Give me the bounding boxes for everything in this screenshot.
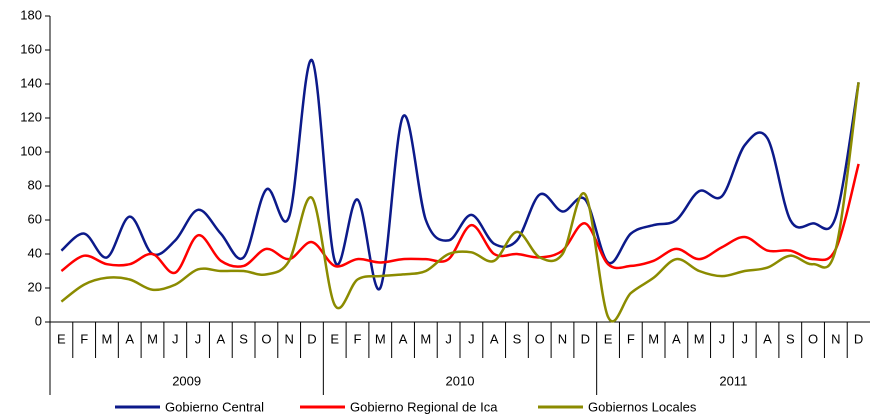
x-tick-label: N: [284, 331, 293, 346]
series-line: [60, 82, 860, 323]
x-tick-label: O: [535, 331, 545, 346]
legend-label: Gobiernos Locales: [588, 399, 697, 414]
x-tick-label: A: [125, 331, 134, 346]
x-tick-label: M: [420, 331, 431, 346]
x-tick-label: O: [261, 331, 271, 346]
x-tick-label: M: [147, 331, 158, 346]
legend-label: Gobierno Regional de Ica: [350, 399, 498, 414]
x-tick-label: M: [102, 331, 113, 346]
x-tick-label: A: [672, 331, 681, 346]
y-tick-label: 180: [20, 7, 42, 22]
x-tick-label: N: [558, 331, 567, 346]
x-tick-label: D: [581, 331, 590, 346]
x-tick-label: F: [354, 331, 362, 346]
y-tick-label: 120: [20, 109, 42, 124]
series-line: [60, 58, 860, 291]
year-label: 2009: [172, 373, 201, 388]
x-tick-label: A: [216, 331, 225, 346]
x-tick-label: J: [172, 331, 179, 346]
x-tick-label: J: [741, 331, 748, 346]
x-tick-label: F: [80, 331, 88, 346]
x-tick-label: D: [307, 331, 316, 346]
legend-label: Gobierno Central: [165, 399, 264, 414]
x-tick-label: A: [399, 331, 408, 346]
x-tick-label: J: [468, 331, 475, 346]
x-tick-label: S: [786, 331, 795, 346]
x-tick-label: E: [330, 331, 339, 346]
x-tick-label: J: [195, 331, 202, 346]
y-tick-label: 60: [28, 211, 42, 226]
y-tick-label: 40: [28, 245, 42, 260]
x-tick-label: M: [375, 331, 386, 346]
y-tick-label: 0: [35, 313, 42, 328]
x-tick-label: S: [513, 331, 522, 346]
x-tick-label: N: [831, 331, 840, 346]
x-tick-label: J: [445, 331, 452, 346]
x-tick-label: O: [808, 331, 818, 346]
y-tick-label: 100: [20, 143, 42, 158]
x-tick-label: J: [719, 331, 726, 346]
x-tick-label: S: [239, 331, 248, 346]
year-label: 2011: [719, 373, 747, 388]
y-tick-label: 160: [20, 41, 42, 56]
x-tick-label: F: [627, 331, 635, 346]
x-tick-label: E: [57, 331, 66, 346]
x-tick-label: M: [694, 331, 705, 346]
x-tick-label: E: [604, 331, 613, 346]
x-tick-label: D: [854, 331, 863, 346]
series-line: [60, 163, 860, 275]
x-tick-label: M: [648, 331, 659, 346]
y-tick-label: 140: [20, 75, 42, 90]
year-label: 2010: [446, 373, 475, 388]
y-tick-label: 80: [28, 177, 42, 192]
x-tick-label: A: [490, 331, 499, 346]
y-tick-label: 20: [28, 279, 42, 294]
x-tick-label: A: [763, 331, 772, 346]
